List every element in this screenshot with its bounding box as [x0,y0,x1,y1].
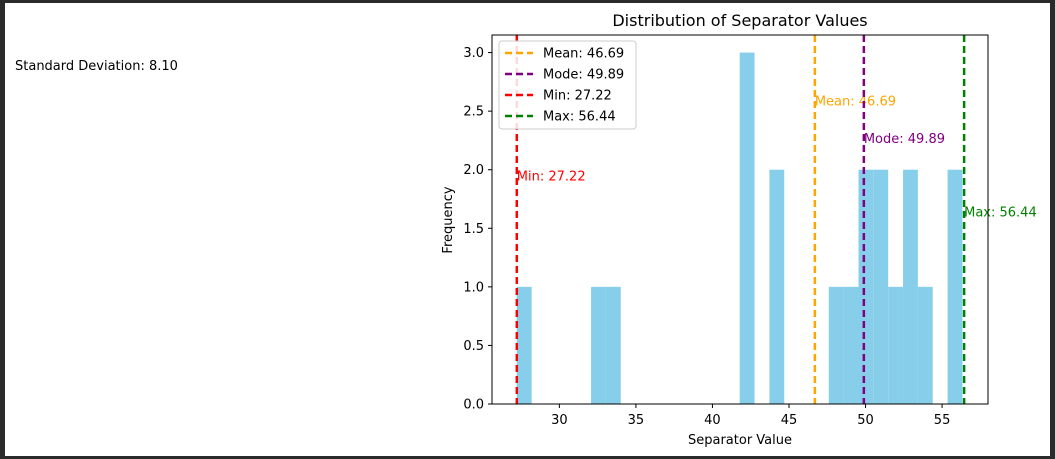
histogram-bar-6 [843,286,859,404]
y-ticks-group: 0.0 0.5 1.0 1.5 2.0 2.5 3.0 [463,46,492,413]
histogram-bar-1 [591,286,606,404]
histogram-bar-0 [516,286,532,404]
y-axis-label: Frequency [441,186,456,253]
ref-line-label-1: Mode: 49.89 [864,132,945,147]
histogram-bar-10 [903,169,918,404]
histogram-bar-11 [917,286,933,404]
legend-box [498,40,637,130]
std-deviation-text: Standard Deviation: 8.10 [15,59,178,74]
x-tick-label-5: 55 [934,413,951,428]
x-tick-label-0: 30 [551,413,568,428]
histogram-bar-3 [739,52,755,404]
bars-group [516,52,963,404]
histogram-bar-4 [769,169,785,404]
ref-line-label-3: Max: 56.44 [964,206,1037,221]
histogram-bar-8 [873,169,889,404]
ref-line-label-2: Min: 27.22 [517,169,586,184]
x-ticks-group: 30 35 40 45 50 55 [551,404,950,428]
x-tick-label-1: 35 [628,413,645,428]
ref-line-label-0: Mean: 46.69 [815,94,896,109]
histogram-bar-5 [828,286,844,404]
y-tick-label-4: 2.0 [463,163,484,178]
legend: Mean: 46.69 Mode: 49.89 Min: 27.22 Max: 56.… [498,40,637,130]
x-axis-label: Separator Value [688,433,792,448]
x-tick-label-4: 50 [857,413,874,428]
x-tick-label-3: 45 [781,413,798,428]
legend-entry-1: Mode: 49.89 [543,68,624,83]
y-tick-label-6: 3.0 [463,46,484,61]
histogram-bar-9 [888,286,904,404]
y-tick-label-3: 1.5 [463,222,484,237]
chart-title: Distribution of Separator Values [612,11,867,30]
histogram-bar-7 [858,169,874,404]
legend-entry-3: Max: 56.44 [543,110,616,125]
y-tick-label-0: 0.0 [463,398,484,413]
y-tick-label-5: 2.5 [463,105,484,120]
x-tick-label-2: 40 [704,413,721,428]
histogram-bar-2 [605,286,621,404]
plot-area-frame [491,34,989,405]
legend-entry-0: Mean: 46.69 [543,47,624,62]
legend-entry-2: Min: 27.22 [543,89,612,104]
y-tick-label-1: 0.5 [463,339,484,354]
histogram-bar-12 [947,169,963,404]
y-tick-label-2: 1.0 [463,280,484,295]
